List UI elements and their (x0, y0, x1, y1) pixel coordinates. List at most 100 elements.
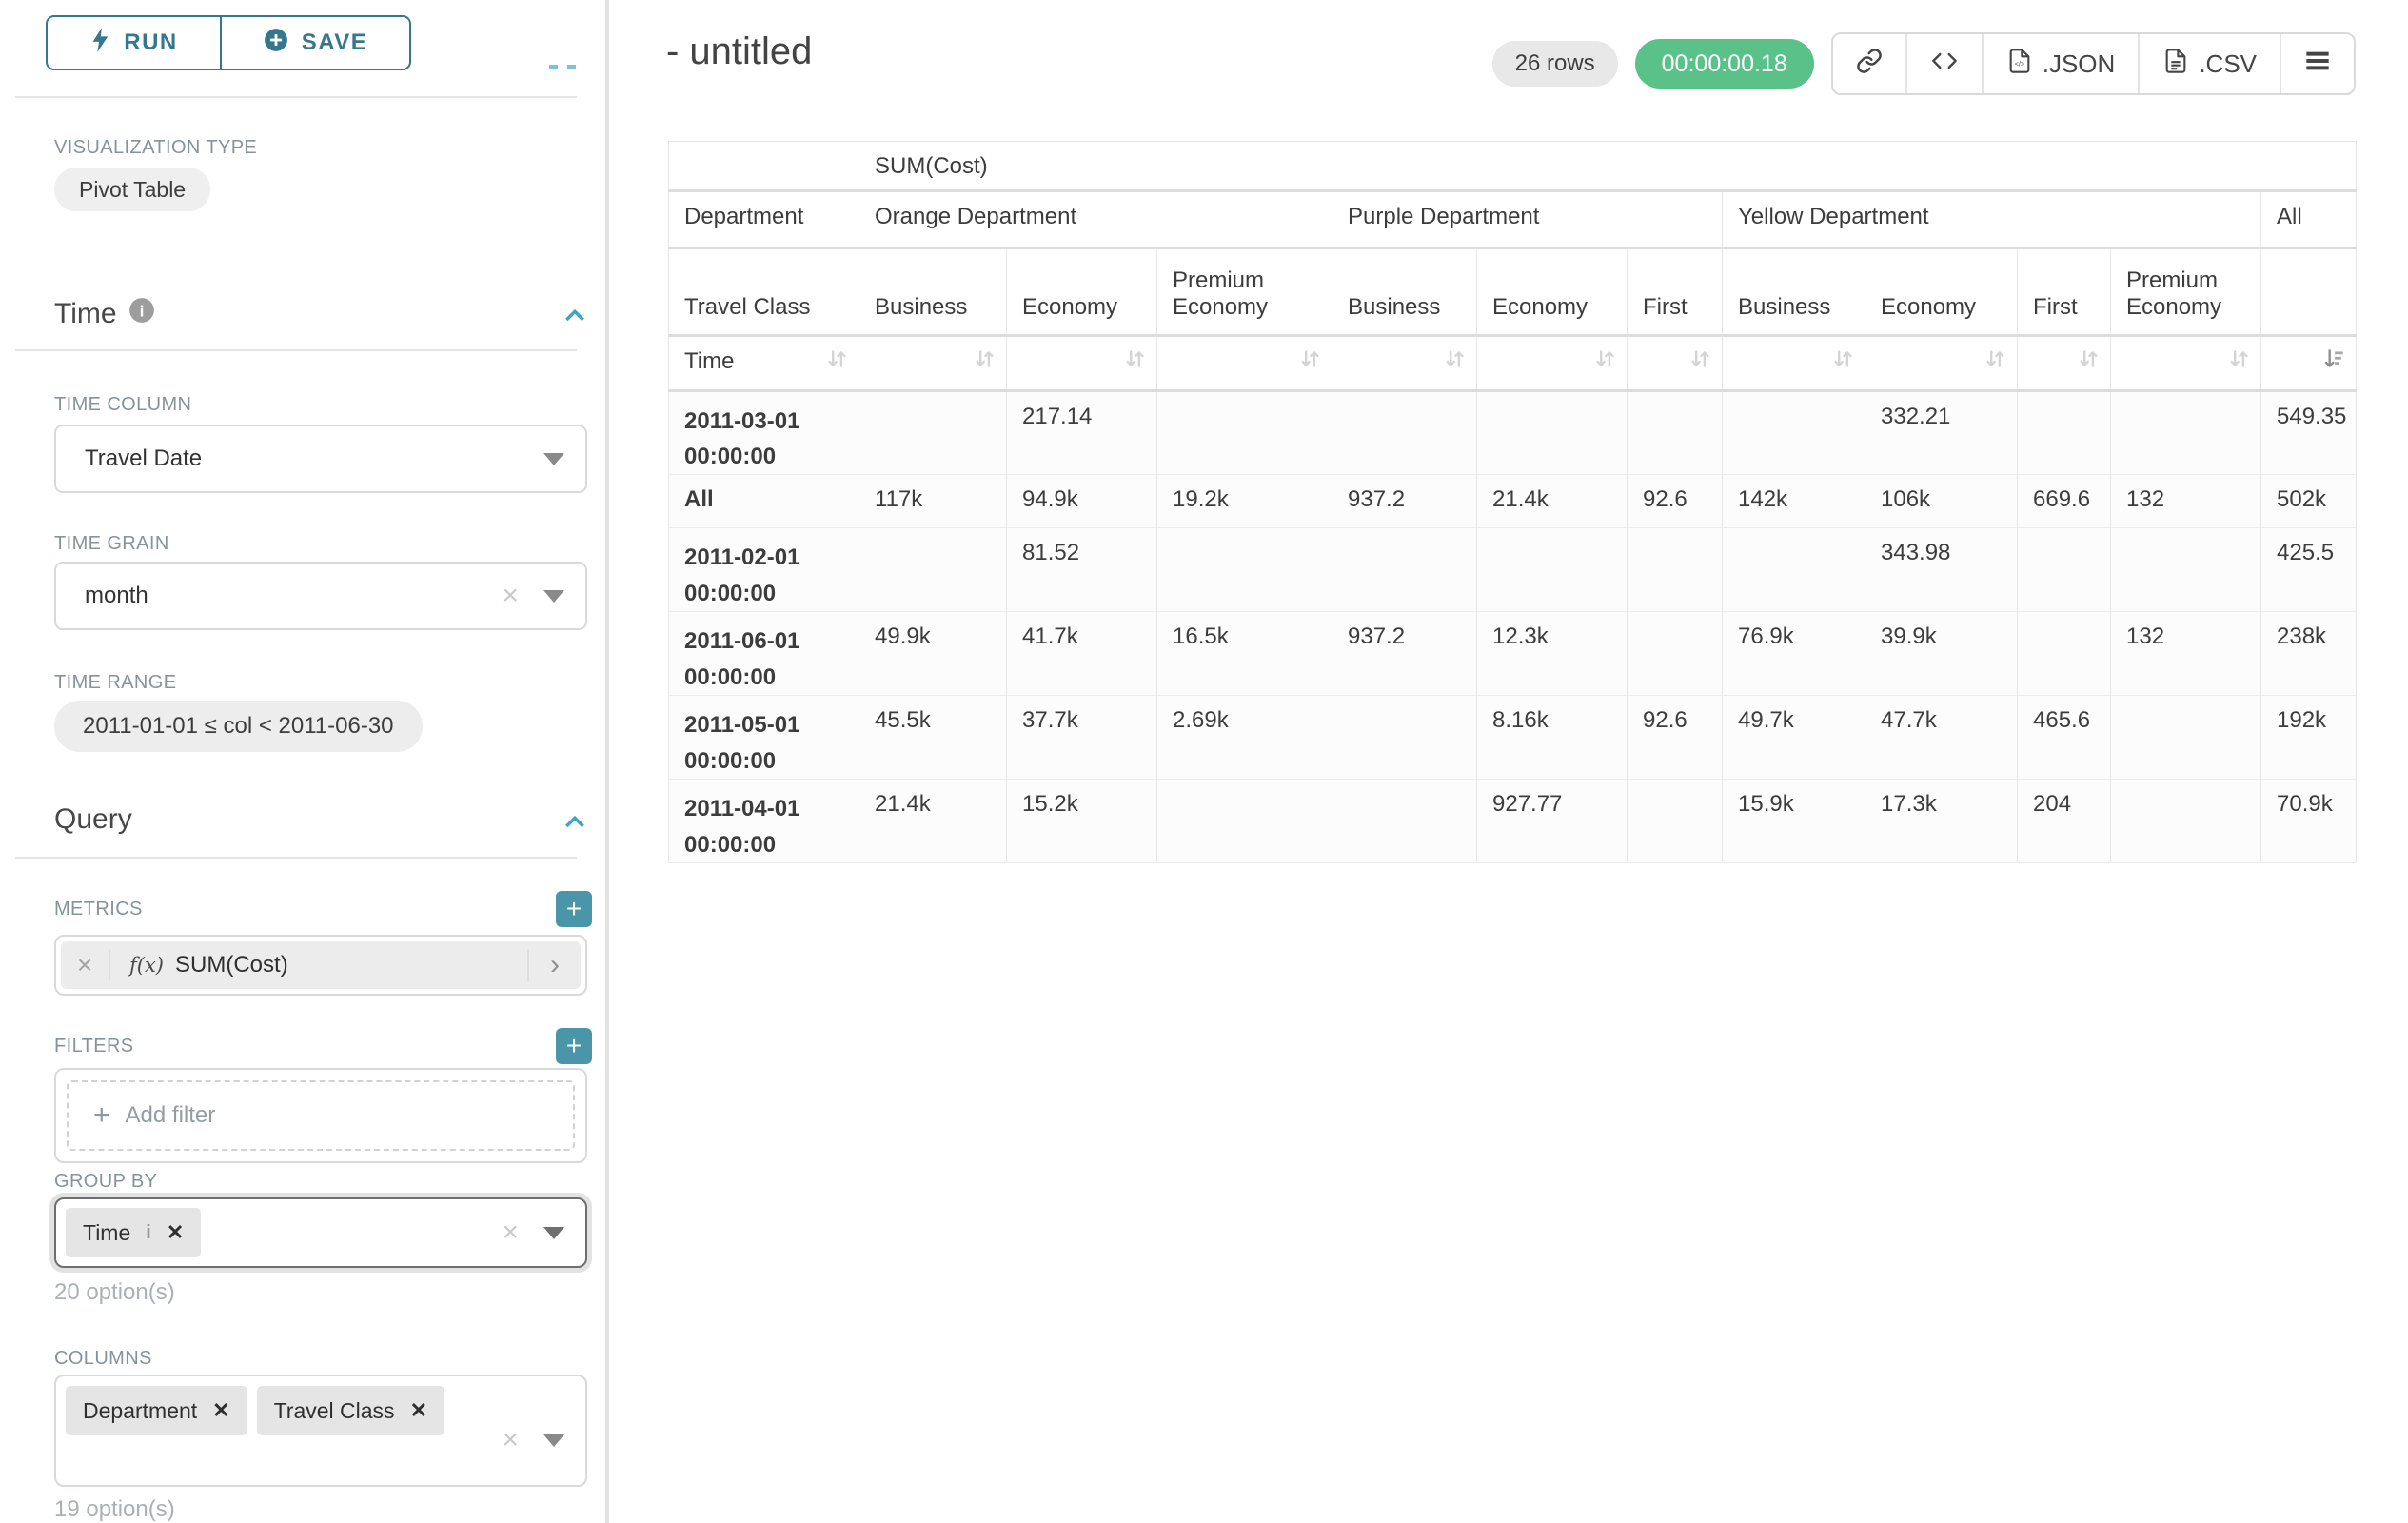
pivot-corner-cell (669, 142, 859, 191)
column-header: Economy (1007, 248, 1157, 336)
time-collapse-chevron-icon[interactable] (560, 301, 590, 331)
value-cell: 16.5k (1157, 612, 1332, 696)
value-cell (2018, 391, 2111, 475)
value-cell (1332, 780, 1477, 863)
value-cell: 8.16k (1477, 696, 1628, 780)
select-tag[interactable]: Department ✕ (66, 1386, 247, 1435)
filters-container: + Add filter (54, 1068, 587, 1163)
select-tag[interactable]: Timei✕ (66, 1208, 201, 1257)
columns-select[interactable]: Department✕Travel Class✕ × (54, 1375, 587, 1487)
sort-header-cell (1007, 336, 1157, 391)
time-column-select[interactable]: Travel Date (54, 425, 587, 493)
run-button-label: RUN (124, 30, 178, 56)
value-cell: 217.14 (1007, 391, 1157, 475)
sort-header-cell (1477, 336, 1628, 391)
tag-label: Department (83, 1398, 197, 1424)
value-cell: 39.9k (1865, 612, 2018, 696)
chevron-down-icon (543, 1434, 564, 1447)
panel-divider (605, 0, 609, 1523)
clear-icon[interactable]: × (502, 1218, 519, 1247)
sort-both-icon[interactable] (1122, 346, 1147, 378)
value-cell: 927.77 (1477, 780, 1628, 863)
export-csv-label: .CSV (2199, 49, 2257, 79)
run-save-button-group: RUN SAVE (46, 15, 411, 70)
metric-item[interactable]: × f(x) SUM(Cost) › (61, 941, 581, 989)
info-icon[interactable]: i (128, 297, 155, 331)
clear-icon[interactable]: × (502, 582, 519, 610)
value-cell: 2.69k (1157, 696, 1332, 780)
value-cell: 937.2 (1332, 475, 1477, 528)
value-cell: 49.9k (859, 612, 1007, 696)
remove-metric-icon[interactable]: × (61, 950, 110, 980)
column-header: Premium Economy (1157, 248, 1332, 336)
sort-both-icon[interactable] (824, 346, 849, 378)
value-cell: 465.6 (2018, 696, 2111, 780)
sort-both-icon[interactable] (972, 346, 997, 378)
json-file-icon: </> (2006, 47, 2033, 82)
row-dimension-label-text: Time (684, 348, 734, 374)
value-cell: 37.7k (1007, 696, 1157, 780)
sort-both-icon[interactable] (1297, 346, 1322, 378)
plus-circle-icon (264, 28, 288, 59)
value-cell: 106k (1865, 475, 2018, 528)
select-tag[interactable]: Travel Class✕ (257, 1386, 444, 1435)
sort-both-icon[interactable] (1830, 346, 1855, 378)
metric-header: SUM(Cost) (859, 142, 2357, 191)
table-row: 2011-03-01 00:00:00217.14332.21549.35 (669, 391, 2357, 475)
column-group-header: All (2261, 191, 2357, 248)
add-metric-button[interactable]: + (556, 891, 592, 927)
time-grain-select[interactable]: month × (54, 562, 587, 630)
csv-file-icon (2162, 47, 2189, 82)
column-header: First (2018, 248, 2111, 336)
value-cell: 238k (2261, 612, 2357, 696)
sort-both-icon[interactable] (1983, 346, 2007, 378)
menu-button[interactable] (2280, 34, 2354, 93)
value-cell: 19.2k (1157, 475, 1332, 528)
group-by-options-hint: 20 option(s) (54, 1279, 175, 1306)
remove-tag-icon[interactable]: ✕ (410, 1398, 427, 1423)
remove-tag-icon[interactable]: ✕ (167, 1220, 184, 1245)
value-cell: 21.4k (859, 780, 1007, 863)
value-cell: 17.3k (1865, 780, 2018, 863)
remove-tag-icon[interactable]: ✕ (212, 1398, 229, 1423)
save-button[interactable]: SAVE (221, 15, 411, 70)
clear-icon[interactable]: × (502, 1426, 519, 1454)
add-filter-button[interactable]: + Add filter (67, 1080, 575, 1151)
sort-both-icon[interactable] (1592, 346, 1617, 378)
chevron-right-icon[interactable]: › (527, 949, 581, 981)
group-by-select[interactable]: Timei✕ × (54, 1197, 587, 1268)
svg-text:</>: </> (2015, 59, 2024, 68)
copy-link-button[interactable] (1833, 34, 1905, 93)
sort-both-icon[interactable] (2226, 346, 2251, 378)
value-cell: 937.2 (1332, 612, 1477, 696)
divider (15, 857, 577, 859)
sort-both-icon[interactable] (2076, 346, 2101, 378)
export-csv-button[interactable]: .CSV (2138, 34, 2280, 93)
divider (15, 349, 577, 351)
export-json-button[interactable]: </> .JSON (1982, 34, 2139, 93)
hamburger-menu-icon (2304, 49, 2331, 79)
columns-options-hint: 19 option(s) (54, 1496, 175, 1523)
metrics-container: × f(x) SUM(Cost) › (54, 935, 587, 996)
chart-title[interactable]: - untitled (666, 30, 812, 73)
value-cell (2018, 528, 2111, 612)
query-collapse-chevron-icon[interactable] (560, 807, 590, 838)
row-header: 2011-04-01 00:00:00 (669, 780, 859, 863)
sort-both-icon[interactable] (1688, 346, 1712, 378)
metrics-label: METRICS (54, 899, 143, 920)
sort-desc-icon[interactable] (2321, 346, 2346, 378)
metric-value: SUM(Cost) (175, 952, 288, 979)
visualization-type-pill[interactable]: Pivot Table (54, 168, 210, 211)
lightning-icon (89, 27, 110, 60)
run-button[interactable]: RUN (46, 15, 221, 70)
fx-icon: f(x) (129, 954, 164, 977)
value-cell: 92.6 (1628, 696, 1723, 780)
embed-code-button[interactable] (1905, 34, 1982, 93)
add-filter-plus-button[interactable]: + (556, 1028, 592, 1064)
value-cell: 669.6 (2018, 475, 2111, 528)
sort-both-icon[interactable] (1442, 346, 1467, 378)
time-range-pill[interactable]: 2011-01-01 ≤ col < 2011-06-30 (54, 701, 423, 752)
value-cell: 76.9k (1723, 612, 1865, 696)
value-cell (1157, 780, 1332, 863)
column-header: Business (1332, 248, 1477, 336)
